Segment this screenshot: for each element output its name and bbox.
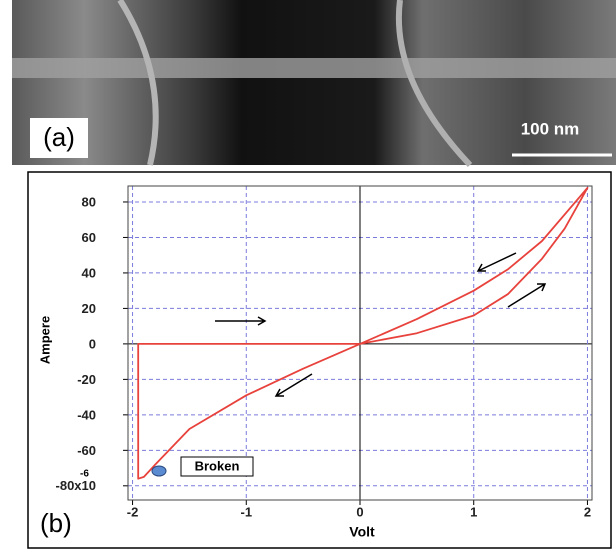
nanowire — [12, 58, 616, 78]
y-tick-label: 20 — [82, 301, 96, 316]
sem-background — [12, 0, 616, 165]
x-tick-label: -2 — [127, 504, 139, 519]
y-tick-label: 0 — [89, 336, 96, 351]
y-tick-label: -20 — [77, 372, 96, 387]
y-tick-exponent: -6 — [80, 469, 89, 480]
panel-label: (b) — [40, 508, 72, 538]
y-tick-label: 60 — [82, 230, 96, 245]
arrow — [276, 374, 312, 396]
y-tick-label: -40 — [77, 407, 96, 422]
plot: -80x10 -60 -40 -20 0 20 40 60 80 -2 -1 0 1 2 — [56, 186, 592, 519]
x-axis-label: Volt — [349, 524, 375, 540]
broken-marker — [152, 466, 166, 476]
panel-label: (a) — [43, 122, 75, 152]
figure: (a) 100 nm -80x10 -60 -40 -20 0 20 40 60 80 -2 -1 0… — [0, 0, 616, 554]
data-line — [138, 188, 587, 479]
y-axis-label: Ampere — [37, 316, 52, 364]
x-tick-label: 2 — [584, 504, 591, 519]
scale-label: 100 nm — [521, 119, 580, 138]
y-tick-label: -60 — [77, 443, 96, 458]
sem-image: (a) 100 nm — [12, 0, 616, 165]
frame — [28, 172, 611, 548]
arrow — [215, 317, 265, 325]
page: (a) 100 nm -80x10 -60 -40 -20 0 20 40 60 80 -2 -1 0… — [0, 0, 616, 559]
x-tick-label: 0 — [356, 504, 363, 519]
y-tick-label: 40 — [82, 265, 96, 280]
x-tick-label: 1 — [470, 504, 477, 519]
x-tick-label: -1 — [240, 504, 252, 519]
arrows — [215, 253, 545, 396]
y-tick-label: 80 — [82, 194, 96, 209]
annotation: Broken — [195, 458, 240, 473]
y-tick-label: -80x10 — [56, 478, 96, 493]
